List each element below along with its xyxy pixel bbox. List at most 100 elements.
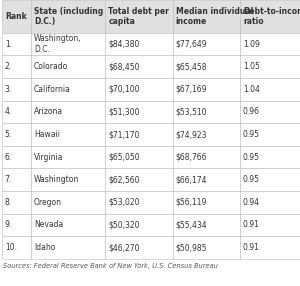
Text: $51,300: $51,300 <box>108 108 140 116</box>
Bar <box>31 214 105 236</box>
Bar <box>172 191 240 214</box>
Text: 9.: 9. <box>5 221 12 229</box>
Bar <box>2 236 31 259</box>
Bar <box>172 55 240 78</box>
Bar <box>105 214 172 236</box>
Bar <box>105 55 172 78</box>
Text: $70,100: $70,100 <box>108 85 140 94</box>
Text: $66,174: $66,174 <box>176 175 207 184</box>
Text: 1.09: 1.09 <box>243 40 260 49</box>
Bar <box>2 123 31 146</box>
Bar <box>172 236 240 259</box>
Bar <box>105 191 172 214</box>
Bar <box>240 55 300 78</box>
Bar <box>105 101 172 123</box>
Text: $71,170: $71,170 <box>108 130 140 139</box>
Text: 5.: 5. <box>5 130 12 139</box>
Text: $68,766: $68,766 <box>176 153 207 162</box>
Bar <box>105 78 172 101</box>
Bar <box>2 0 31 33</box>
Text: Washington: Washington <box>34 175 79 184</box>
Bar <box>172 123 240 146</box>
Text: 0.94: 0.94 <box>243 198 260 207</box>
Text: California: California <box>34 85 71 94</box>
Bar <box>240 191 300 214</box>
Bar <box>172 101 240 123</box>
Bar <box>240 123 300 146</box>
Text: Sources: Federal Reserve Bank of New York, U.S. Census Bureau: Sources: Federal Reserve Bank of New Yor… <box>3 263 218 269</box>
Text: $50,985: $50,985 <box>176 243 207 252</box>
Text: Arizona: Arizona <box>34 108 63 116</box>
Bar <box>31 168 105 191</box>
Text: $65,050: $65,050 <box>108 153 140 162</box>
Bar <box>240 78 300 101</box>
Bar <box>240 33 300 55</box>
Text: $65,458: $65,458 <box>176 62 207 71</box>
Text: $46,270: $46,270 <box>108 243 140 252</box>
Text: $56,119: $56,119 <box>176 198 207 207</box>
Text: 0.95: 0.95 <box>243 175 260 184</box>
Bar <box>240 168 300 191</box>
Text: Virginia: Virginia <box>34 153 63 162</box>
Text: 6.: 6. <box>5 153 12 162</box>
Bar <box>105 146 172 168</box>
Bar <box>172 168 240 191</box>
Bar <box>31 0 105 33</box>
Text: Oregon: Oregon <box>34 198 62 207</box>
Text: Debt-to-income
ratio: Debt-to-income ratio <box>243 7 300 26</box>
Text: 0.91: 0.91 <box>243 243 260 252</box>
Text: 0.95: 0.95 <box>243 153 260 162</box>
Text: $53,510: $53,510 <box>176 108 207 116</box>
Bar <box>240 0 300 33</box>
Bar <box>2 101 31 123</box>
Text: Total debt per
capita: Total debt per capita <box>108 7 169 26</box>
Bar <box>2 168 31 191</box>
Bar <box>105 0 172 33</box>
Bar <box>240 236 300 259</box>
Text: 10.: 10. <box>5 243 17 252</box>
Text: $68,450: $68,450 <box>108 62 140 71</box>
Bar <box>105 168 172 191</box>
Text: 2.: 2. <box>5 62 12 71</box>
Text: $50,320: $50,320 <box>108 221 140 229</box>
Bar <box>172 0 240 33</box>
Text: Rank: Rank <box>5 12 27 21</box>
Text: 8.: 8. <box>5 198 12 207</box>
Bar <box>31 33 105 55</box>
Bar <box>105 33 172 55</box>
Text: Idaho: Idaho <box>34 243 55 252</box>
Text: $55,434: $55,434 <box>176 221 207 229</box>
Bar <box>31 191 105 214</box>
Bar <box>31 146 105 168</box>
Text: $62,560: $62,560 <box>108 175 140 184</box>
Text: 1.04: 1.04 <box>243 85 260 94</box>
Bar <box>105 123 172 146</box>
Bar <box>240 101 300 123</box>
Text: $67,169: $67,169 <box>176 85 207 94</box>
Bar <box>31 236 105 259</box>
Bar <box>31 101 105 123</box>
Text: 1.05: 1.05 <box>243 62 260 71</box>
Text: 7.: 7. <box>5 175 12 184</box>
Text: Median individual
income: Median individual income <box>176 7 253 26</box>
Bar <box>31 55 105 78</box>
Bar <box>240 214 300 236</box>
Text: Colorado: Colorado <box>34 62 68 71</box>
Bar <box>105 236 172 259</box>
Bar <box>2 78 31 101</box>
Text: 4.: 4. <box>5 108 12 116</box>
Bar <box>2 55 31 78</box>
Bar <box>172 146 240 168</box>
Text: 3.: 3. <box>5 85 12 94</box>
Bar <box>172 78 240 101</box>
Bar <box>2 191 31 214</box>
Text: $53,020: $53,020 <box>108 198 140 207</box>
Bar <box>31 78 105 101</box>
Text: 0.96: 0.96 <box>243 108 260 116</box>
Bar <box>2 33 31 55</box>
Text: 0.91: 0.91 <box>243 221 260 229</box>
Text: 1.: 1. <box>5 40 12 49</box>
Bar <box>172 33 240 55</box>
Bar <box>31 123 105 146</box>
Text: Washington,
D.C.: Washington, D.C. <box>34 35 81 54</box>
